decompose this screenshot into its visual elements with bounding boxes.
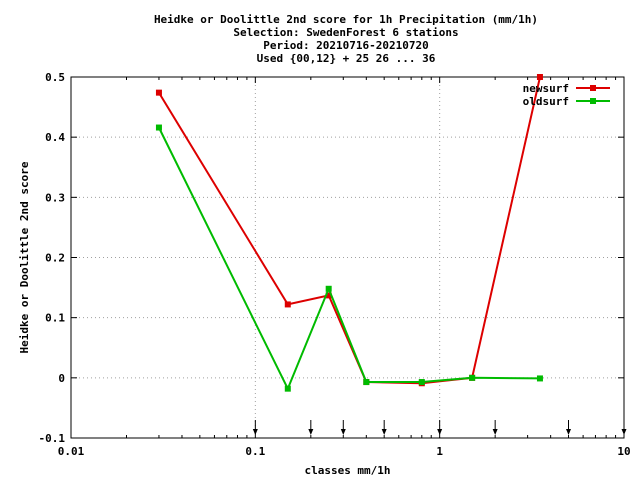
data-point-oldsurf xyxy=(536,375,543,382)
data-point-oldsurf xyxy=(418,379,425,386)
x-tick-label: 1 xyxy=(436,445,443,458)
threshold-arrow-head xyxy=(492,429,498,435)
data-point-newsurf xyxy=(325,292,332,299)
threshold-arrow-head xyxy=(308,429,314,435)
series xyxy=(155,74,543,392)
title-line: Period: 20210716-20210720 xyxy=(263,39,429,52)
x-axis-label: classes mm/1h xyxy=(304,464,390,477)
threshold-arrow-head xyxy=(566,429,572,435)
data-point-oldsurf xyxy=(155,124,162,131)
legend-marker-newsurf xyxy=(590,85,596,91)
threshold-arrow-head xyxy=(252,429,258,435)
y-tick-label: -0.1 xyxy=(39,432,66,445)
data-point-oldsurf xyxy=(469,374,476,381)
y-tick-label: 0 xyxy=(58,372,65,385)
x-tick-label: 10 xyxy=(617,445,630,458)
threshold-arrows xyxy=(252,420,627,435)
data-point-newsurf xyxy=(536,74,543,80)
x-tick-label: 0.1 xyxy=(245,445,265,458)
data-point-oldsurf xyxy=(363,379,370,386)
threshold-arrow-head xyxy=(340,429,346,435)
title-line: Used {00,12} + 25 26 ... 36 xyxy=(257,52,436,65)
y-tick-label: 0.1 xyxy=(45,312,65,325)
legend-marker-oldsurf xyxy=(590,98,596,104)
title-line: Selection: SwedenForest 6 stations xyxy=(233,26,458,39)
data-point-oldsurf xyxy=(284,385,291,392)
legend-label-newsurf: newsurf xyxy=(523,82,569,95)
legend-label-oldsurf: oldsurf xyxy=(523,95,569,108)
threshold-arrow-head xyxy=(381,429,387,435)
title-line: Heidke or Doolittle 2nd score for 1h Pre… xyxy=(154,13,538,26)
series-line-newsurf xyxy=(158,76,541,385)
data-point-newsurf xyxy=(284,301,291,308)
y-tick-label: 0.3 xyxy=(45,191,65,204)
data-point-oldsurf xyxy=(325,285,332,292)
x-tick-label: 0.01 xyxy=(58,445,85,458)
data-point-newsurf xyxy=(155,89,162,96)
threshold-arrow-head xyxy=(437,429,443,435)
y-tick-label: 0.4 xyxy=(45,131,65,144)
chart-title: Heidke or Doolittle 2nd score for 1h Pre… xyxy=(154,13,538,65)
y-tick-label: 0.5 xyxy=(45,71,65,84)
threshold-arrow-head xyxy=(621,429,627,435)
axis-ticks: -0.1 0 0.1 0.2 0.3 0.4 0.5 0.01 0.1 1 10 xyxy=(39,71,631,458)
grid xyxy=(71,77,624,438)
series-line-oldsurf xyxy=(158,127,541,392)
y-tick-label: 0.2 xyxy=(45,252,65,265)
y-axis-label: Heidke or Doolittle 2nd score xyxy=(18,161,31,353)
